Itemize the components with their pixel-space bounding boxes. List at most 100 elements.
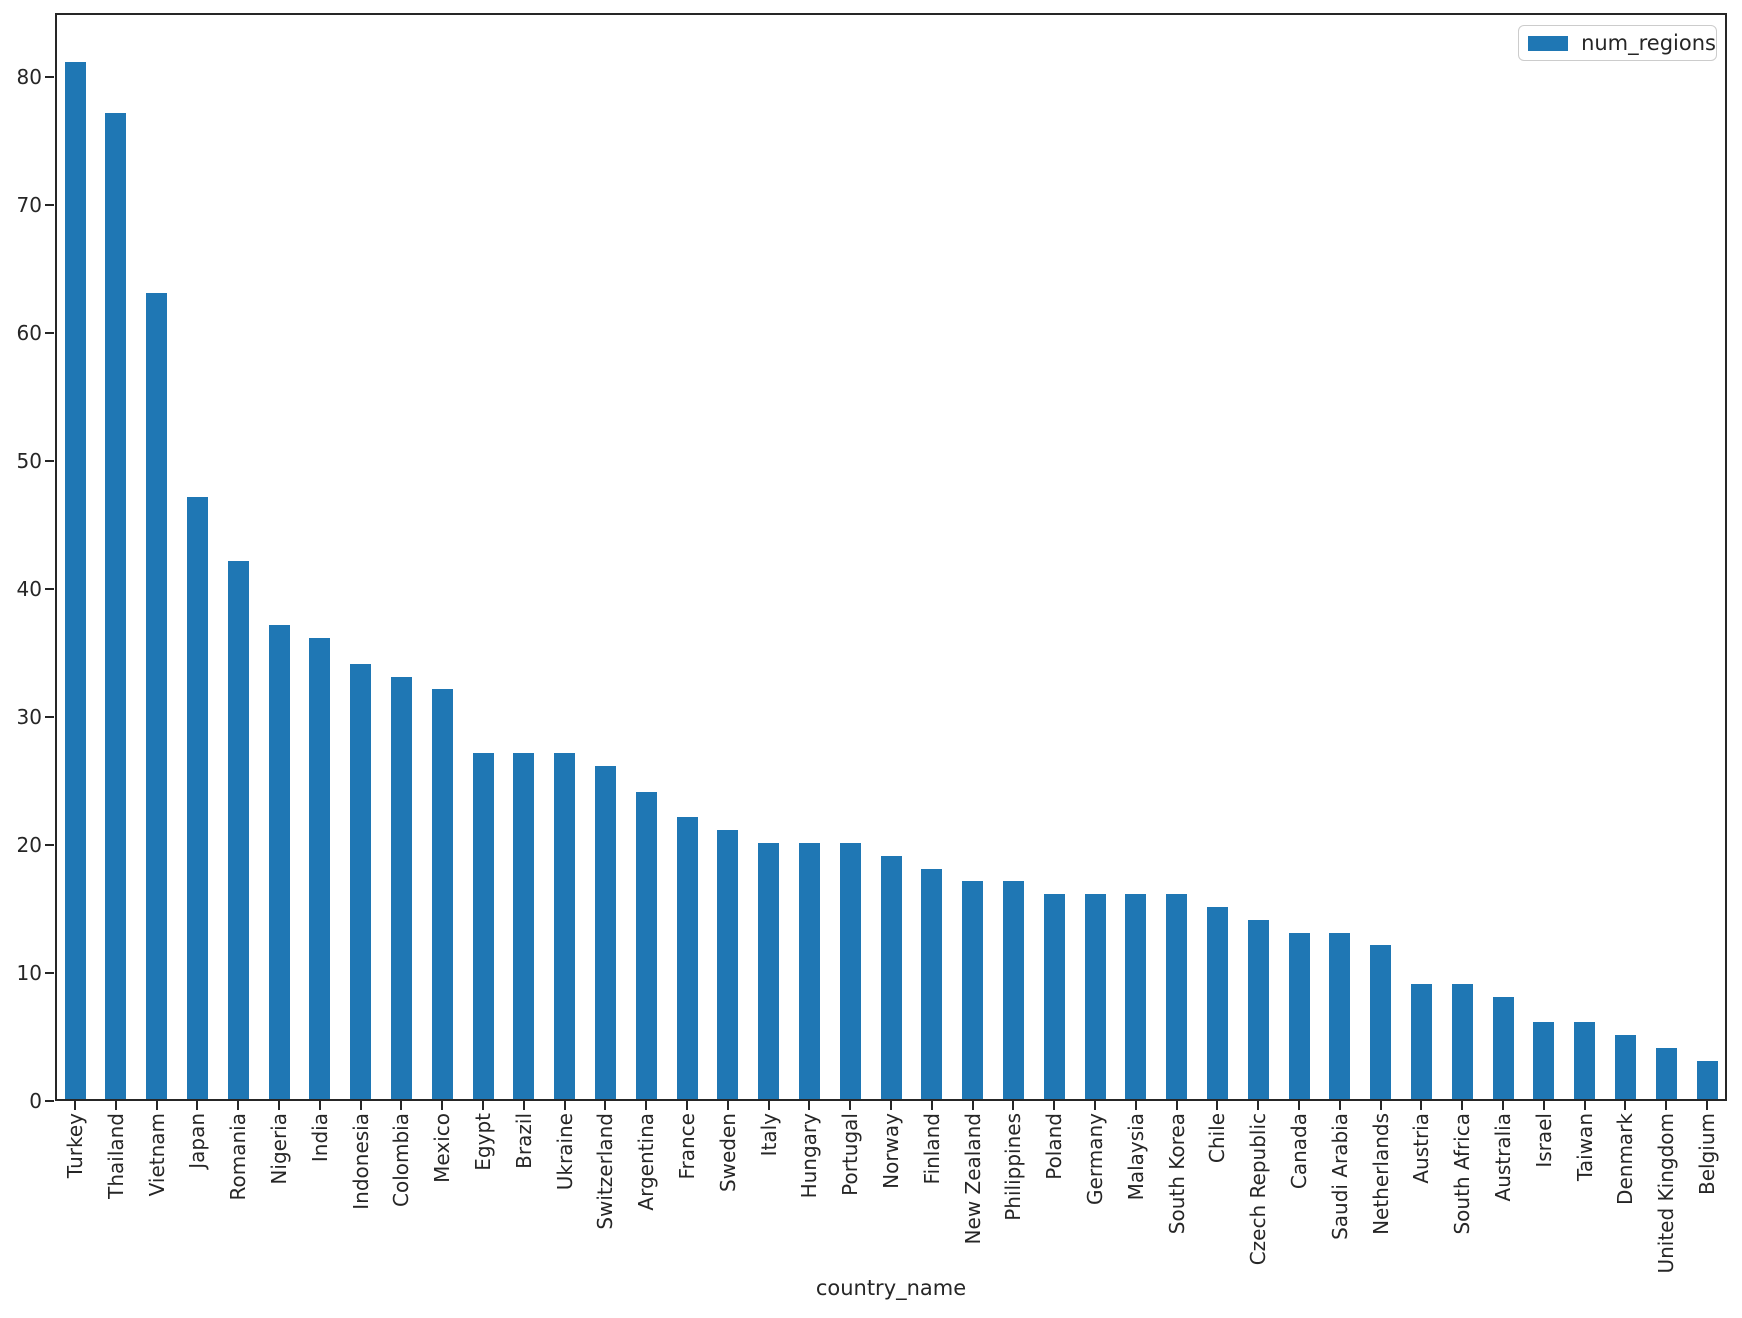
legend-swatch bbox=[1528, 35, 1569, 51]
x-tick-label-netherlands: Netherlands bbox=[1368, 1113, 1393, 1235]
x-tick-label-finland: Finland bbox=[919, 1113, 944, 1185]
x-tick-mark bbox=[155, 1101, 158, 1110]
x-tick-mark bbox=[237, 1101, 240, 1110]
bar-taiwan bbox=[1574, 1022, 1596, 1099]
y-tick-label: 10 bbox=[16, 961, 42, 985]
bar-hungary bbox=[798, 843, 820, 1099]
y-tick-mark bbox=[45, 1100, 54, 1102]
bar-israel bbox=[1533, 1022, 1555, 1099]
y-tick-label: 40 bbox=[16, 577, 42, 601]
x-tick-mark bbox=[441, 1101, 444, 1110]
x-tick-label-romania: Romania bbox=[226, 1113, 251, 1201]
bar-colombia bbox=[390, 676, 412, 1099]
bar-turkey bbox=[64, 62, 86, 1099]
bar-philippines bbox=[1002, 881, 1024, 1099]
x-tick-mark bbox=[1420, 1101, 1423, 1110]
x-tick-label-turkey: Turkey bbox=[63, 1113, 87, 1179]
y-tick-label: 60 bbox=[16, 321, 42, 345]
bar-australia bbox=[1492, 996, 1514, 1099]
bar-chile bbox=[1206, 907, 1228, 1099]
x-tick-mark bbox=[1665, 1101, 1668, 1110]
bar-ukraine bbox=[554, 753, 576, 1099]
x-tick-label-united-kingdom: United Kingdom bbox=[1654, 1113, 1679, 1274]
x-tick-mark bbox=[114, 1101, 117, 1110]
x-tick-mark bbox=[726, 1101, 729, 1110]
x-tick-label-argentina: Argentina bbox=[634, 1113, 659, 1211]
x-tick-label-ukraine: Ukraine bbox=[552, 1113, 577, 1191]
x-tick-mark bbox=[1216, 1101, 1219, 1110]
x-tick-label-canada: Canada bbox=[1287, 1113, 1311, 1190]
y-tick-mark bbox=[45, 76, 54, 78]
y-tick-label: 20 bbox=[16, 833, 42, 857]
y-tick-mark bbox=[45, 844, 54, 846]
x-tick-label-australia: Australia bbox=[1491, 1113, 1515, 1202]
x-tick-mark bbox=[1542, 1101, 1545, 1110]
x-tick-label-nigeria: Nigeria bbox=[267, 1113, 291, 1185]
bar-france bbox=[676, 817, 698, 1099]
x-tick-label-switzerland: Switzerland bbox=[593, 1113, 618, 1230]
x-tick-label-indonesia: Indonesia bbox=[348, 1113, 373, 1210]
x-tick-mark bbox=[1257, 1101, 1260, 1110]
x-tick-label-italy: Italy bbox=[756, 1113, 781, 1157]
bar-portugal bbox=[839, 843, 861, 1099]
x-tick-mark bbox=[1379, 1101, 1382, 1110]
y-tick-label: 80 bbox=[16, 65, 42, 89]
x-tick-label-philippines: Philippines bbox=[1001, 1113, 1026, 1221]
x-tick-mark bbox=[359, 1101, 362, 1110]
x-tick-mark bbox=[890, 1101, 892, 1110]
x-tick-mark bbox=[1175, 1101, 1178, 1110]
x-tick-mark bbox=[1502, 1101, 1504, 1110]
x-tick-label-south-africa: South Africa bbox=[1450, 1113, 1475, 1235]
x-tick-label-austria: Austria bbox=[1409, 1113, 1434, 1184]
bar-nigeria bbox=[268, 625, 290, 1099]
x-tick-label-japan: Japan bbox=[185, 1113, 210, 1169]
bar-switzerland bbox=[594, 766, 616, 1099]
bar-belgium bbox=[1696, 1060, 1718, 1099]
x-tick-mark bbox=[196, 1101, 199, 1110]
x-tick-mark bbox=[563, 1101, 566, 1110]
bar-india bbox=[309, 638, 331, 1099]
bar-argentina bbox=[635, 791, 657, 1099]
x-tick-label-hungary: Hungary bbox=[797, 1113, 822, 1199]
bar-finland bbox=[921, 868, 943, 1099]
y-tick-label: 70 bbox=[16, 193, 42, 217]
x-tick-label-poland: Poland bbox=[1042, 1113, 1067, 1180]
x-tick-mark bbox=[400, 1101, 403, 1110]
y-tick-label: 30 bbox=[16, 705, 42, 729]
bar-brazil bbox=[513, 753, 535, 1099]
x-tick-mark bbox=[767, 1101, 770, 1110]
x-tick-mark bbox=[1012, 1101, 1015, 1110]
bar-thailand bbox=[105, 113, 127, 1099]
x-tick-mark bbox=[849, 1101, 852, 1110]
bar-canada bbox=[1288, 932, 1310, 1099]
x-tick-mark bbox=[318, 1101, 321, 1110]
x-tick-label-denmark: Denmark bbox=[1613, 1113, 1638, 1205]
x-tick-mark bbox=[1706, 1101, 1708, 1110]
y-tick-mark bbox=[45, 460, 54, 462]
x-tick-mark bbox=[1583, 1101, 1586, 1110]
bar-italy bbox=[758, 843, 780, 1099]
y-tick-mark bbox=[45, 588, 54, 590]
bar-germany bbox=[1084, 894, 1106, 1099]
bar-austria bbox=[1410, 983, 1432, 1099]
x-tick-label-france: France bbox=[675, 1113, 699, 1180]
x-tick-label-belgium: Belgium bbox=[1695, 1113, 1719, 1195]
bar-south-africa bbox=[1451, 983, 1473, 1099]
x-tick-label-chile: Chile bbox=[1205, 1113, 1230, 1164]
bar-saudi-arabia bbox=[1329, 932, 1351, 1099]
x-tick-mark bbox=[930, 1101, 933, 1110]
x-tick-label-malaysia: Malaysia bbox=[1123, 1113, 1148, 1201]
x-tick-mark bbox=[1298, 1101, 1300, 1110]
bar-united-kingdom bbox=[1655, 1047, 1677, 1099]
y-tick-mark bbox=[45, 204, 54, 206]
legend: num_regions bbox=[1518, 25, 1717, 61]
bar-poland bbox=[1043, 894, 1065, 1099]
y-tick-label: 0 bbox=[29, 1089, 42, 1113]
bar-romania bbox=[227, 561, 249, 1099]
x-tick-label-south-korea: South Korea bbox=[1164, 1113, 1189, 1235]
bar-czech-republic bbox=[1247, 919, 1269, 1099]
x-tick-mark bbox=[482, 1101, 484, 1110]
x-tick-label-thailand: Thailand bbox=[103, 1113, 128, 1199]
x-tick-label-norway: Norway bbox=[879, 1113, 903, 1189]
x-tick-label-new-zealand: New Zealand bbox=[960, 1113, 985, 1245]
